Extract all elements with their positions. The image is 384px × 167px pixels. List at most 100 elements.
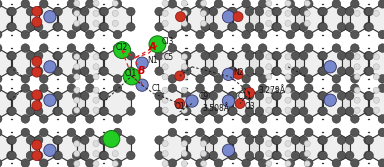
Polygon shape: [341, 88, 368, 119]
Ellipse shape: [0, 30, 2, 39]
Ellipse shape: [227, 23, 236, 31]
Ellipse shape: [181, 141, 187, 147]
Polygon shape: [30, 48, 57, 79]
Ellipse shape: [378, 0, 384, 8]
Ellipse shape: [93, 151, 99, 157]
Ellipse shape: [175, 99, 185, 109]
Ellipse shape: [181, 107, 187, 113]
Ellipse shape: [228, 51, 237, 60]
Ellipse shape: [258, 74, 267, 83]
Polygon shape: [233, 48, 260, 79]
Ellipse shape: [162, 151, 168, 157]
Polygon shape: [187, 4, 214, 35]
Ellipse shape: [54, 51, 63, 60]
Ellipse shape: [155, 136, 164, 144]
Polygon shape: [104, 132, 131, 163]
Ellipse shape: [209, 151, 218, 160]
Ellipse shape: [182, 67, 191, 75]
Ellipse shape: [67, 30, 76, 39]
Ellipse shape: [162, 74, 168, 80]
Ellipse shape: [181, 74, 187, 80]
Ellipse shape: [245, 88, 255, 98]
Ellipse shape: [286, 0, 295, 8]
Text: C1: C1: [152, 84, 162, 93]
Ellipse shape: [364, 7, 372, 16]
Ellipse shape: [345, 92, 354, 100]
Text: A: A: [148, 42, 156, 52]
Ellipse shape: [242, 74, 250, 83]
Ellipse shape: [8, 136, 17, 144]
Ellipse shape: [99, 107, 108, 116]
Polygon shape: [341, 4, 368, 35]
Ellipse shape: [266, 141, 272, 147]
Ellipse shape: [44, 61, 56, 73]
Ellipse shape: [299, 23, 308, 31]
Ellipse shape: [93, 87, 99, 93]
Text: C11: C11: [237, 92, 252, 101]
Ellipse shape: [99, 67, 108, 75]
Ellipse shape: [285, 10, 291, 16]
Ellipse shape: [72, 51, 81, 60]
Ellipse shape: [72, 23, 81, 31]
Ellipse shape: [245, 7, 254, 16]
Ellipse shape: [181, 107, 190, 116]
Ellipse shape: [228, 67, 237, 75]
Ellipse shape: [8, 67, 17, 75]
Ellipse shape: [8, 107, 17, 116]
Ellipse shape: [7, 92, 15, 100]
Text: N2: N2: [233, 68, 244, 77]
Ellipse shape: [214, 115, 223, 123]
Ellipse shape: [227, 136, 236, 144]
Ellipse shape: [7, 136, 15, 144]
Ellipse shape: [67, 115, 76, 123]
Polygon shape: [205, 132, 232, 163]
Ellipse shape: [266, 54, 272, 60]
Ellipse shape: [100, 107, 109, 116]
Ellipse shape: [21, 44, 30, 52]
Ellipse shape: [378, 44, 384, 52]
Ellipse shape: [196, 84, 204, 93]
Ellipse shape: [100, 23, 109, 31]
Text: C9: C9: [199, 92, 209, 101]
Ellipse shape: [378, 30, 384, 39]
Ellipse shape: [26, 67, 35, 75]
Polygon shape: [341, 132, 368, 163]
Ellipse shape: [86, 44, 94, 52]
Polygon shape: [277, 88, 304, 119]
Polygon shape: [104, 48, 131, 79]
Polygon shape: [369, 48, 384, 79]
Ellipse shape: [67, 74, 76, 83]
Ellipse shape: [273, 107, 281, 116]
Ellipse shape: [93, 64, 99, 70]
Ellipse shape: [162, 87, 168, 93]
Ellipse shape: [222, 11, 235, 23]
Ellipse shape: [93, 0, 99, 6]
Ellipse shape: [318, 67, 326, 75]
Polygon shape: [0, 48, 11, 79]
Polygon shape: [30, 88, 57, 119]
Ellipse shape: [74, 141, 80, 147]
Polygon shape: [58, 132, 85, 163]
Ellipse shape: [86, 128, 94, 137]
Ellipse shape: [26, 7, 35, 16]
Ellipse shape: [285, 0, 291, 6]
Ellipse shape: [181, 151, 190, 160]
Ellipse shape: [286, 115, 295, 123]
Ellipse shape: [74, 54, 80, 60]
Ellipse shape: [149, 36, 166, 53]
Ellipse shape: [304, 20, 310, 26]
Ellipse shape: [196, 74, 204, 83]
Ellipse shape: [286, 30, 295, 39]
Ellipse shape: [354, 64, 360, 70]
Ellipse shape: [255, 23, 264, 31]
Polygon shape: [159, 4, 186, 35]
Ellipse shape: [337, 151, 346, 160]
Ellipse shape: [113, 159, 122, 167]
Ellipse shape: [181, 23, 190, 31]
Ellipse shape: [209, 136, 218, 144]
Ellipse shape: [67, 0, 76, 8]
Ellipse shape: [162, 10, 168, 16]
Ellipse shape: [305, 128, 313, 137]
Ellipse shape: [228, 92, 237, 100]
Ellipse shape: [113, 30, 122, 39]
